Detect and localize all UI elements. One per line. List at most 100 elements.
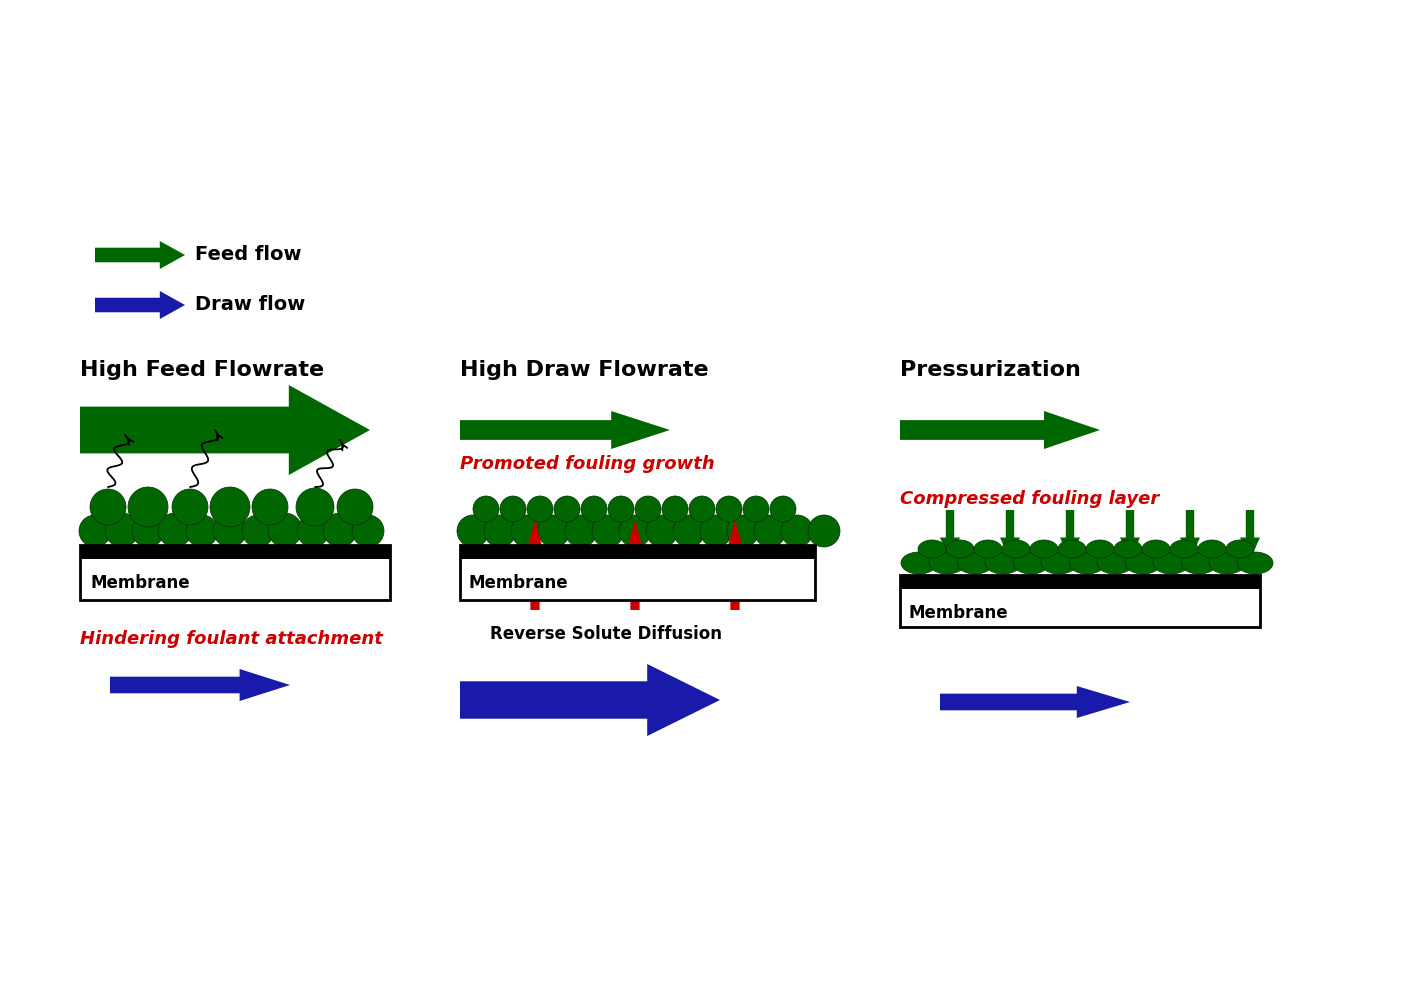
Circle shape	[210, 487, 250, 527]
Ellipse shape	[1198, 540, 1226, 558]
Circle shape	[716, 496, 742, 522]
Circle shape	[607, 496, 634, 522]
Text: Membrane: Membrane	[469, 574, 568, 592]
Ellipse shape	[1058, 540, 1086, 558]
Polygon shape	[940, 686, 1129, 718]
Ellipse shape	[1041, 552, 1078, 574]
Polygon shape	[1061, 510, 1080, 560]
Circle shape	[253, 489, 288, 525]
Ellipse shape	[1181, 552, 1216, 574]
Ellipse shape	[1125, 552, 1162, 574]
Circle shape	[159, 513, 192, 547]
Circle shape	[727, 515, 759, 547]
Polygon shape	[899, 411, 1100, 449]
Ellipse shape	[946, 540, 974, 558]
Circle shape	[619, 515, 651, 547]
Ellipse shape	[1114, 540, 1142, 558]
Ellipse shape	[1002, 540, 1030, 558]
Polygon shape	[80, 385, 370, 475]
Ellipse shape	[1097, 552, 1134, 574]
Circle shape	[90, 489, 126, 525]
Ellipse shape	[957, 552, 993, 574]
Polygon shape	[523, 520, 546, 610]
Circle shape	[808, 515, 840, 547]
Circle shape	[636, 496, 661, 522]
Polygon shape	[1000, 510, 1020, 560]
Circle shape	[128, 487, 168, 527]
Ellipse shape	[929, 552, 965, 574]
Polygon shape	[724, 520, 746, 610]
Bar	[899, 575, 1260, 627]
Polygon shape	[1240, 510, 1260, 560]
Ellipse shape	[1142, 540, 1170, 558]
Text: Reverse Solute Diffusion: Reverse Solute Diffusion	[490, 625, 723, 643]
Circle shape	[554, 496, 579, 522]
Circle shape	[662, 496, 687, 522]
Bar	[80, 545, 390, 600]
Circle shape	[744, 496, 769, 522]
Text: Membrane: Membrane	[90, 574, 189, 592]
Circle shape	[297, 515, 328, 547]
Polygon shape	[1180, 510, 1200, 560]
Ellipse shape	[1030, 540, 1058, 558]
Circle shape	[241, 515, 274, 547]
Text: High Draw Flowrate: High Draw Flowrate	[460, 360, 709, 380]
Ellipse shape	[974, 540, 1002, 558]
Bar	[460, 545, 815, 559]
Text: Membrane: Membrane	[908, 604, 1007, 622]
Polygon shape	[1120, 510, 1141, 560]
Ellipse shape	[1226, 540, 1254, 558]
Bar	[899, 575, 1260, 589]
Text: Promoted fouling growth: Promoted fouling growth	[460, 455, 714, 473]
Circle shape	[173, 489, 208, 525]
Ellipse shape	[1069, 552, 1106, 574]
Circle shape	[781, 515, 812, 547]
Circle shape	[753, 515, 786, 547]
Circle shape	[79, 515, 111, 547]
Circle shape	[537, 515, 570, 547]
Circle shape	[105, 513, 139, 547]
Polygon shape	[624, 520, 645, 610]
Polygon shape	[460, 411, 671, 449]
Ellipse shape	[1153, 552, 1188, 574]
Ellipse shape	[901, 552, 937, 574]
Polygon shape	[940, 510, 960, 560]
Text: Pressurization: Pressurization	[899, 360, 1080, 380]
Ellipse shape	[1237, 552, 1273, 574]
Ellipse shape	[985, 552, 1021, 574]
Ellipse shape	[1013, 552, 1049, 574]
Circle shape	[268, 513, 302, 547]
Circle shape	[187, 515, 217, 547]
Circle shape	[213, 513, 247, 547]
Text: Draw flow: Draw flow	[195, 296, 306, 314]
Circle shape	[499, 496, 526, 522]
Polygon shape	[95, 241, 185, 269]
Polygon shape	[460, 664, 720, 736]
Circle shape	[770, 496, 796, 522]
Text: Hindering foulant attachment: Hindering foulant attachment	[80, 630, 383, 648]
Circle shape	[592, 515, 624, 547]
Circle shape	[565, 515, 598, 547]
Ellipse shape	[1209, 552, 1244, 574]
Circle shape	[484, 515, 516, 547]
Circle shape	[581, 496, 607, 522]
Circle shape	[473, 496, 499, 522]
Text: Compressed fouling layer: Compressed fouling layer	[899, 490, 1159, 508]
Circle shape	[511, 515, 543, 547]
Circle shape	[296, 488, 334, 526]
Bar	[460, 545, 815, 600]
Circle shape	[700, 515, 732, 547]
Circle shape	[337, 489, 373, 525]
Circle shape	[323, 513, 356, 547]
Polygon shape	[95, 291, 185, 319]
Circle shape	[132, 515, 164, 547]
Ellipse shape	[918, 540, 946, 558]
Bar	[80, 545, 390, 559]
Circle shape	[673, 515, 704, 547]
Circle shape	[689, 496, 716, 522]
Ellipse shape	[1170, 540, 1198, 558]
Circle shape	[645, 515, 678, 547]
Text: High Feed Flowrate: High Feed Flowrate	[80, 360, 324, 380]
Circle shape	[352, 515, 384, 547]
Circle shape	[528, 496, 553, 522]
